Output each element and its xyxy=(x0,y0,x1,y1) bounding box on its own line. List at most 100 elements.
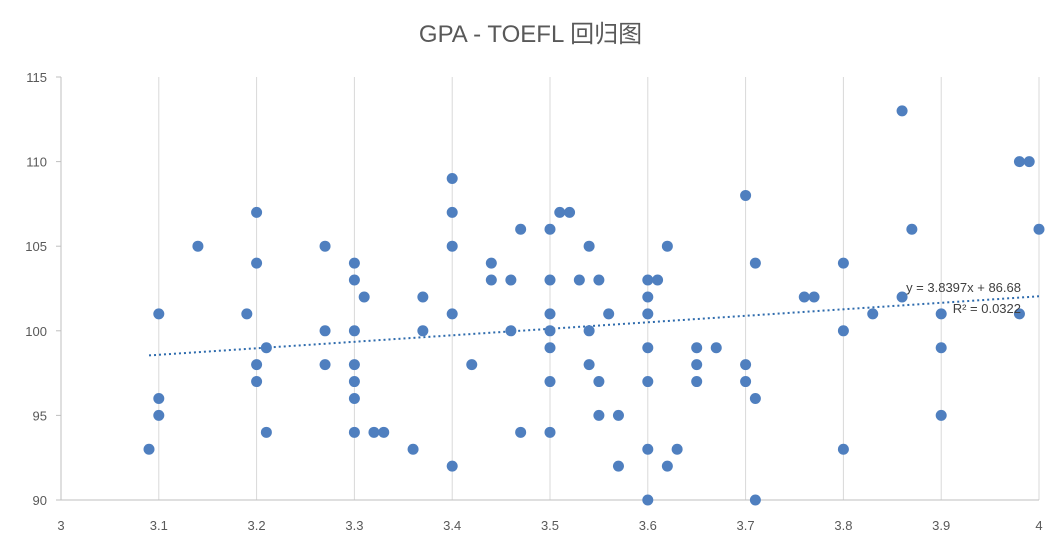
data-point xyxy=(544,308,556,320)
data-point xyxy=(661,240,673,252)
data-point xyxy=(896,291,908,303)
data-point xyxy=(446,240,458,252)
data-point xyxy=(260,342,272,354)
data-point xyxy=(642,376,654,388)
data-point xyxy=(935,342,947,354)
data-point xyxy=(260,426,272,438)
data-point xyxy=(505,274,517,286)
trendline-group xyxy=(148,295,1040,357)
data-point xyxy=(417,325,429,337)
data-point xyxy=(691,359,703,371)
data-point xyxy=(671,443,683,455)
data-point xyxy=(593,409,605,421)
x-tick-label: 3.6 xyxy=(639,518,657,533)
data-point xyxy=(544,223,556,235)
x-tick-label: 3.1 xyxy=(150,518,168,533)
data-point xyxy=(241,308,253,320)
data-point xyxy=(691,376,703,388)
data-point xyxy=(348,257,360,269)
data-point xyxy=(485,257,497,269)
data-point xyxy=(593,274,605,286)
data-point xyxy=(319,359,331,371)
data-point xyxy=(564,206,576,218)
x-tick-label: 4 xyxy=(1035,518,1042,533)
data-point xyxy=(554,206,566,218)
data-point xyxy=(573,274,585,286)
data-point xyxy=(740,376,752,388)
data-point xyxy=(485,274,497,286)
trendline xyxy=(148,295,1040,357)
data-point xyxy=(348,426,360,438)
y-tick-labels: 90 95 100 105 110 115 xyxy=(25,70,47,508)
x-tick-label: 3.4 xyxy=(443,518,461,533)
data-point xyxy=(407,443,419,455)
trendline-equation: y = 3.8397x + 86.68 xyxy=(906,280,1021,295)
data-point xyxy=(153,308,165,320)
data-point xyxy=(251,376,263,388)
data-point xyxy=(749,392,761,404)
data-point xyxy=(153,409,165,421)
data-point xyxy=(192,240,204,252)
data-point xyxy=(515,426,527,438)
y-tick-label: 100 xyxy=(25,324,47,339)
data-point xyxy=(661,460,673,472)
data-point xyxy=(153,392,165,404)
trendline-r-squared: R² = 0.0322 xyxy=(953,301,1021,316)
data-point xyxy=(251,359,263,371)
data-point xyxy=(740,359,752,371)
y-tick-label: 90 xyxy=(33,493,47,508)
data-points xyxy=(143,105,1045,506)
data-point xyxy=(642,494,654,506)
data-point xyxy=(1023,156,1035,168)
data-point xyxy=(906,223,918,235)
data-point xyxy=(446,173,458,185)
data-point xyxy=(612,460,624,472)
data-point xyxy=(935,308,947,320)
data-point xyxy=(348,376,360,388)
data-point xyxy=(583,359,595,371)
data-point xyxy=(319,325,331,337)
data-point xyxy=(642,443,654,455)
x-tick-label: 3 xyxy=(57,518,64,533)
y-tick-label: 110 xyxy=(26,155,47,170)
data-point xyxy=(837,257,849,269)
data-point xyxy=(935,409,947,421)
data-point xyxy=(544,376,556,388)
data-point xyxy=(583,240,595,252)
data-point xyxy=(612,409,624,421)
data-point xyxy=(642,274,654,286)
data-point xyxy=(446,206,458,218)
data-point xyxy=(740,189,752,201)
data-point xyxy=(1033,223,1045,235)
data-point xyxy=(837,443,849,455)
x-tick-label: 3.3 xyxy=(345,518,363,533)
data-point xyxy=(642,308,654,320)
data-point xyxy=(378,426,390,438)
data-point xyxy=(808,291,820,303)
data-point xyxy=(446,308,458,320)
data-point xyxy=(642,291,654,303)
data-point xyxy=(867,308,879,320)
data-point xyxy=(642,342,654,354)
y-tick-label: 95 xyxy=(33,408,47,423)
x-tick-label: 3.8 xyxy=(834,518,852,533)
data-point xyxy=(652,274,664,286)
x-tick-label: 3.2 xyxy=(248,518,266,533)
data-point xyxy=(515,223,527,235)
data-point xyxy=(544,426,556,438)
data-point xyxy=(319,240,331,252)
data-point xyxy=(417,291,429,303)
data-point xyxy=(544,274,556,286)
data-point xyxy=(505,325,517,337)
data-point xyxy=(749,257,761,269)
x-tick-label: 3.7 xyxy=(737,518,755,533)
data-point xyxy=(348,359,360,371)
data-point xyxy=(837,325,849,337)
data-point xyxy=(143,443,155,455)
x-tick-label: 3.9 xyxy=(932,518,950,533)
data-point xyxy=(603,308,615,320)
data-point xyxy=(1013,308,1025,320)
data-point xyxy=(749,494,761,506)
data-point xyxy=(251,257,263,269)
